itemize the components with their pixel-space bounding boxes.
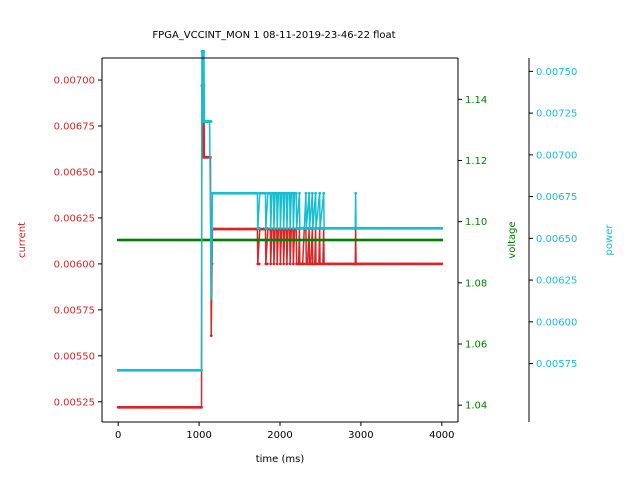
x-axis: 0 1000 2000 3000 4000: [115, 422, 455, 441]
data-point-power: [294, 191, 298, 195]
data-point-power: [354, 191, 358, 195]
data-point-current: [440, 262, 444, 266]
y-tick-label-power: 0.00675: [536, 192, 577, 203]
x-tick-label: 0: [115, 430, 121, 441]
data-point-power: [275, 226, 279, 230]
data-point-current: [282, 262, 286, 266]
data-point-power: [209, 297, 213, 300]
data-point-current: [285, 262, 289, 266]
data-point-power: [200, 368, 203, 372]
data-point-power: [318, 191, 322, 195]
y-tick-label-voltage: 1.12: [465, 156, 487, 167]
data-point-power: [322, 191, 326, 195]
x-tick-label: 1000: [186, 430, 211, 441]
y-tick-label-voltage: 1.06: [465, 340, 487, 351]
x-tick-label: 2000: [267, 430, 292, 441]
data-point-power: [307, 191, 311, 195]
y-tick-label-voltage: 1.10: [465, 217, 487, 228]
data-point-power: [255, 191, 259, 195]
data-point-power: [269, 226, 273, 230]
y-tick-label-power: 0.00625: [536, 276, 577, 287]
series-line-power: [118, 50, 442, 371]
data-point-current: [288, 262, 292, 266]
y-axis-current: 0.00525 0.00550 0.00575 0.00600 0.00625 0.006…: [54, 76, 102, 408]
data-point-current: [257, 262, 261, 266]
y-tick-label-current: 0.00575: [54, 305, 95, 316]
data-point-power: [279, 226, 282, 230]
data-point-power: [310, 191, 314, 195]
y-tick-label-current: 0.00550: [54, 351, 95, 362]
y-axis-power: 0.00575 0.00600 0.00625 0.00650 0.00675 0.007…: [529, 67, 577, 370]
y-tick-label-current: 0.00675: [54, 122, 95, 133]
y-tick-label-voltage: 1.14: [465, 95, 487, 106]
data-point-current: [209, 334, 213, 337]
x-axis-label: time (ms): [256, 454, 305, 465]
data-point-power: [288, 226, 292, 230]
data-point-current: [302, 262, 306, 266]
data-point-current: [279, 262, 282, 266]
data-point-voltage: [440, 238, 444, 242]
series-current: [116, 84, 444, 409]
x-tick-label: 4000: [429, 430, 454, 441]
y-tick-label-power: 0.00650: [536, 234, 577, 245]
data-point-current: [272, 262, 276, 266]
y-tick-label-power: 0.00750: [536, 67, 577, 78]
y-axis-label-voltage: voltage: [507, 221, 518, 258]
data-point-current: [291, 262, 295, 266]
y-tick-label-power: 0.00700: [536, 150, 577, 161]
y-tick-label-current: 0.00625: [54, 213, 95, 224]
series-power: [116, 49, 444, 372]
data-point-current: [200, 405, 203, 409]
series-voltage: [116, 238, 444, 242]
data-point-power: [298, 191, 301, 195]
data-point-power: [209, 120, 213, 123]
y-tick-label-power: 0.00725: [536, 109, 577, 120]
y-tick-label-current: 0.00700: [54, 76, 95, 87]
plot-frame: [101, 57, 530, 423]
data-point-power: [440, 226, 444, 230]
data-point-power: [202, 49, 206, 53]
y-axis-label-power: power: [604, 224, 615, 256]
data-point-power: [264, 191, 267, 195]
y-axis-voltage: 1.04 1.06 1.08 1.10 1.12 1.14: [458, 95, 487, 412]
data-point-power: [265, 226, 269, 230]
x-tick-label: 3000: [348, 430, 373, 441]
data-point-power: [291, 226, 295, 230]
data-point-power: [304, 191, 308, 195]
data-point-power: [314, 191, 317, 195]
data-point-current: [265, 262, 269, 266]
y-axis-label-current: current: [17, 222, 28, 258]
data-point-power: [285, 226, 289, 230]
y-tick-label-current: 0.00600: [54, 259, 95, 270]
series-line-current: [118, 84, 442, 409]
y-tick-label-current: 0.00650: [54, 167, 95, 178]
data-point-power: [272, 226, 276, 230]
y-tick-label-power: 0.00575: [536, 359, 577, 370]
data-point-current: [275, 262, 279, 266]
y-tick-label-power: 0.00600: [536, 317, 577, 328]
data-point-power: [210, 226, 214, 230]
data-point-current: [269, 262, 273, 266]
y-tick-label-voltage: 1.04: [465, 401, 487, 412]
y-tick-label-voltage: 1.08: [465, 278, 487, 289]
data-point-power: [257, 226, 261, 230]
chart-title: FPGA_VCCINT_MON 1 08-11-2019-23-46-22 fl…: [152, 30, 395, 41]
plot-series: [116, 49, 444, 409]
y-tick-label-current: 0.00525: [54, 397, 95, 408]
data-point-power: [282, 226, 286, 230]
